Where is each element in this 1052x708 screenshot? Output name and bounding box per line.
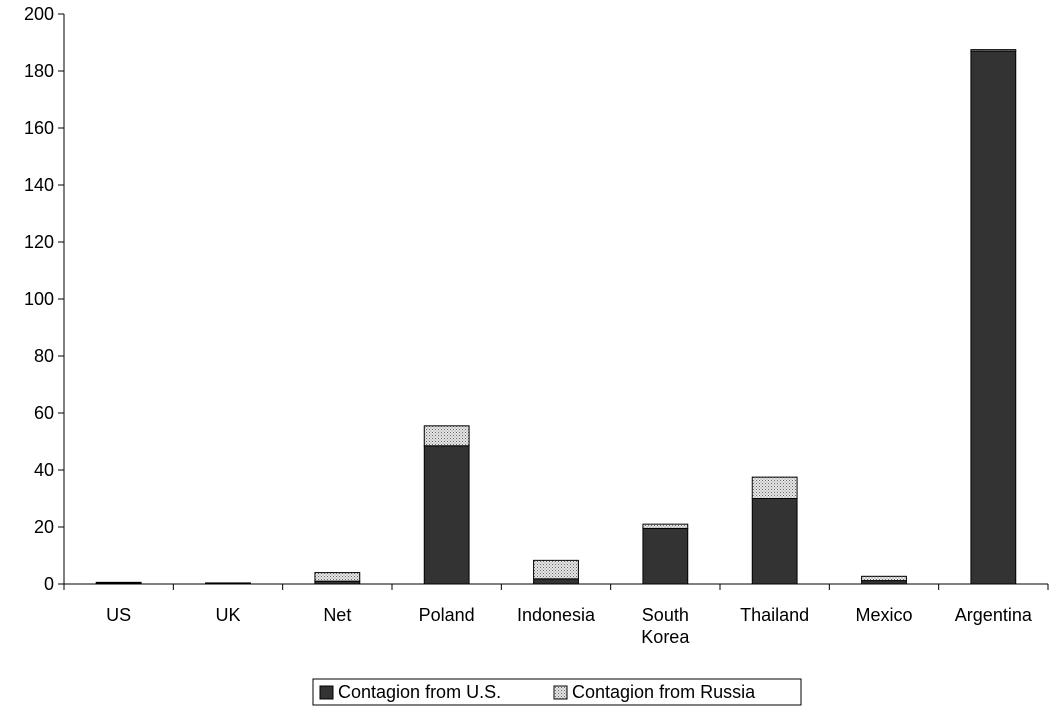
bar-russia-contagion: [314, 572, 361, 582]
x-tick-label: South Korea: [641, 605, 690, 647]
y-tick-label: 20: [34, 517, 54, 537]
bar-russia-contagion: [423, 425, 470, 447]
x-tick-label-line: Poland: [419, 605, 475, 625]
y-tick-label: 40: [34, 460, 54, 480]
bar-us-contagion: [751, 498, 798, 585]
x-tick-label-line: Thailand: [740, 605, 809, 625]
x-tick-label-line: South: [642, 605, 689, 625]
y-tick-label: 180: [24, 61, 54, 81]
legend-swatch: [319, 685, 334, 700]
bar-us-contagion: [970, 50, 1017, 585]
x-tick-label-line: UK: [215, 605, 240, 625]
x-tick-label-line: Net: [323, 605, 351, 625]
bar-us-contagion: [861, 580, 907, 585]
y-tick-label: 60: [34, 403, 54, 423]
y-tick-label: 120: [24, 232, 54, 252]
y-tick-label: 160: [24, 118, 54, 138]
x-tick-label-line: Argentina: [955, 605, 1033, 625]
y-tick-label: 140: [24, 175, 54, 195]
bar-us-contagion: [533, 578, 579, 585]
bar-russia-contagion: [751, 476, 798, 499]
bar-russia-contagion: [95, 581, 142, 584]
x-tick-label: Argentina: [955, 605, 1033, 625]
y-tick-label: 0: [44, 574, 54, 594]
y-tick-label: 200: [24, 4, 54, 24]
x-tick-label: Net: [323, 605, 351, 625]
legend-swatch: [553, 685, 568, 700]
bars: [95, 49, 1017, 585]
bar-russia-contagion: [642, 523, 689, 529]
bar-us-contagion: [642, 527, 689, 585]
x-tick-label-line: US: [106, 605, 131, 625]
y-axis: 0 20 40 60 80 100 120 140 160 180 200: [24, 4, 65, 594]
x-tick-label: Thailand: [740, 605, 809, 625]
y-tick-label: 100: [24, 289, 54, 309]
y-tick-label: 80: [34, 346, 54, 366]
bar-russia-contagion: [861, 575, 907, 582]
bar-russia-contagion: [205, 582, 251, 585]
x-tick-label-line: Indonesia: [517, 605, 596, 625]
legend: Contagion from U.S. Contagion from Russia: [312, 678, 802, 706]
bar-us-contagion: [423, 445, 470, 585]
x-tick-label-line: Korea: [641, 627, 690, 647]
x-tick-label-line: Mexico: [855, 605, 912, 625]
legend-label: Contagion from Russia: [572, 682, 756, 702]
x-tick-label: Mexico: [855, 605, 912, 625]
legend-label: Contagion from U.S.: [338, 682, 501, 702]
x-axis: US UK Net Poland Indonesia South Korea Thailand…: [63, 583, 1049, 647]
bar-russia-contagion: [970, 49, 1017, 52]
x-tick-label: UK: [215, 605, 240, 625]
x-tick-label: Indonesia: [517, 605, 596, 625]
x-tick-label: Poland: [419, 605, 475, 625]
bar-russia-contagion: [533, 559, 579, 580]
x-tick-label: US: [106, 605, 131, 625]
